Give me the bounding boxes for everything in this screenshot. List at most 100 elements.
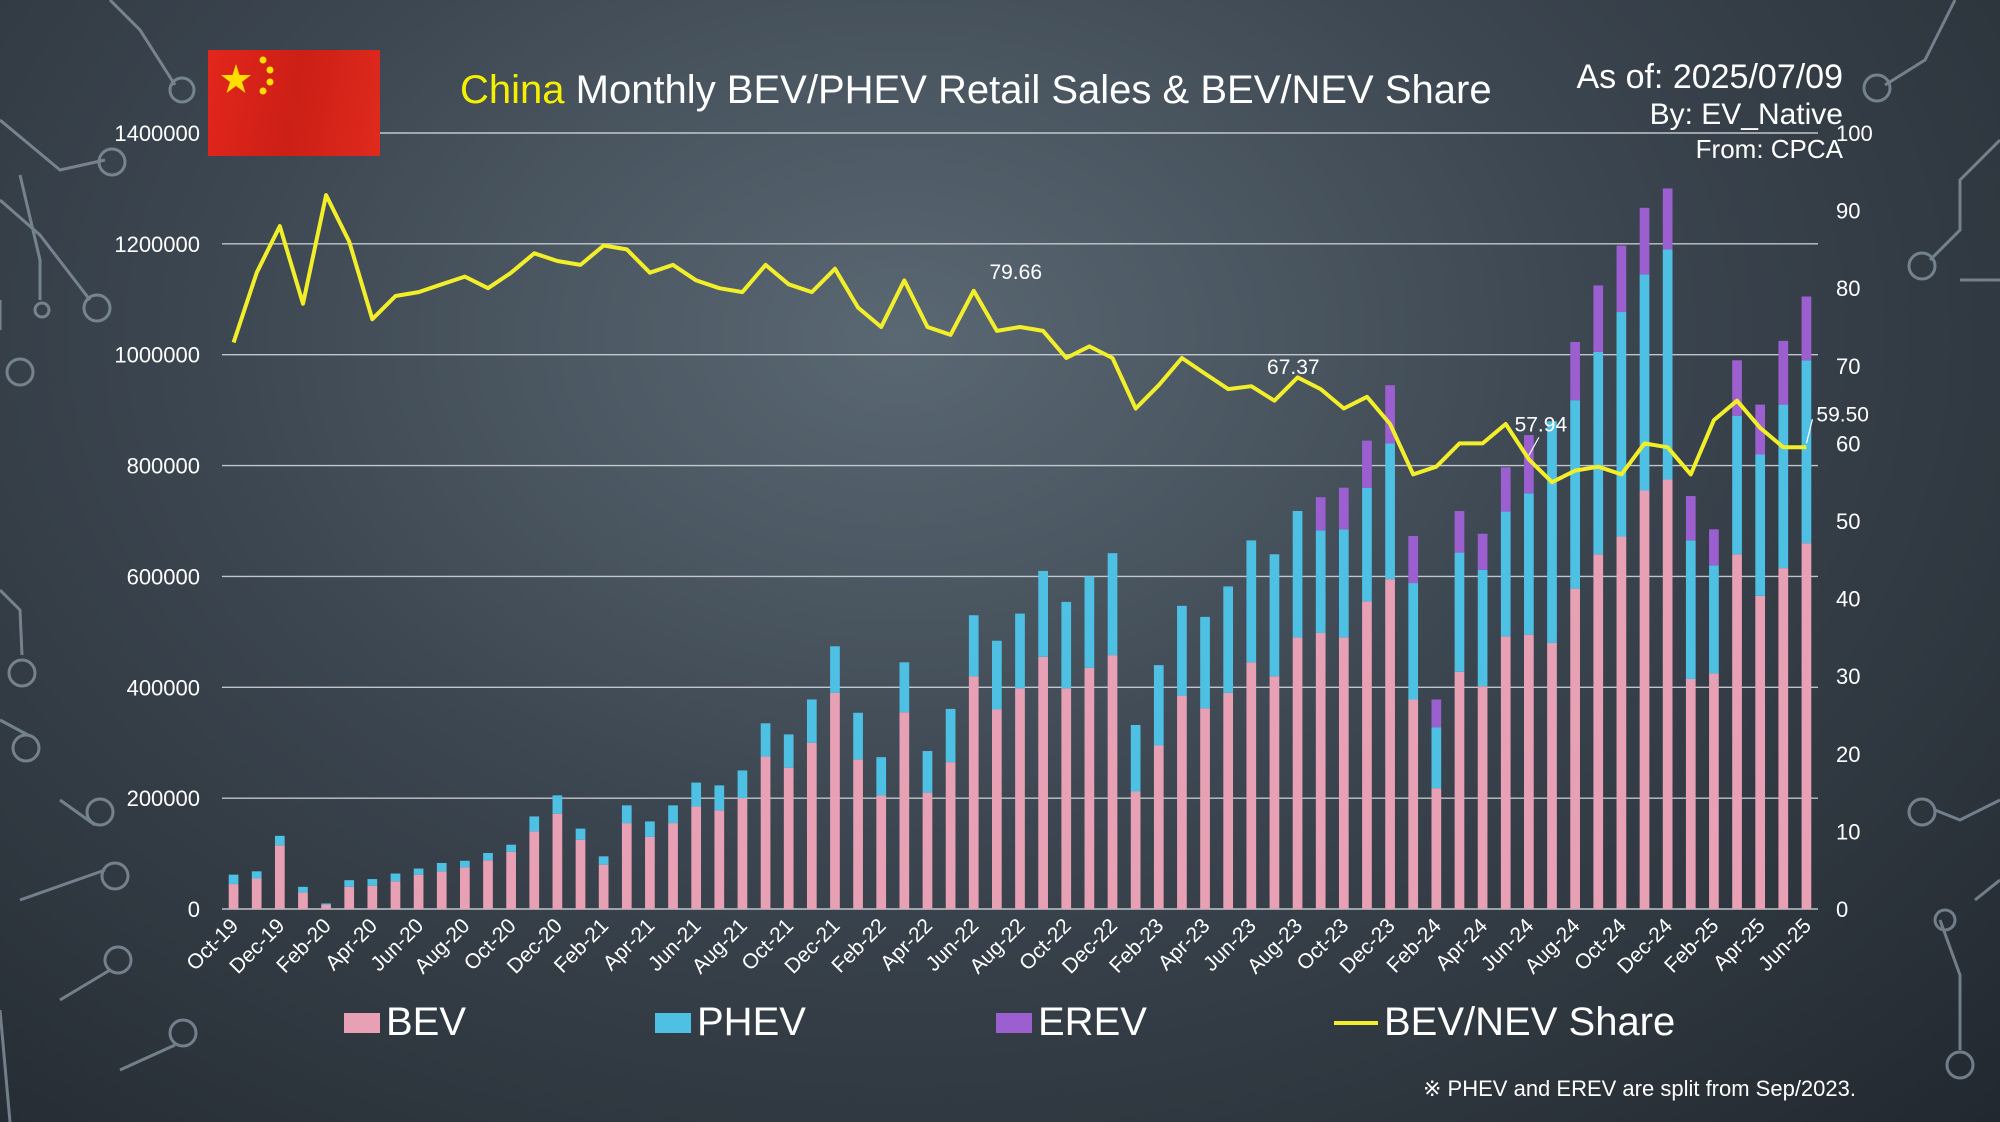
bar-phev-may-23 bbox=[1223, 586, 1234, 693]
bar-phev-nov-19 bbox=[251, 871, 262, 879]
y-tick-label: 600000 bbox=[127, 564, 200, 589]
legend-swatch-bev bbox=[344, 1012, 380, 1033]
bar-phev-aug-21 bbox=[737, 770, 748, 799]
y2-tick-label: 100 bbox=[1836, 121, 1873, 146]
bar-phev-aug-24 bbox=[1570, 400, 1580, 589]
bar-bev-apr-23 bbox=[1200, 708, 1210, 909]
bar-bev-may-23 bbox=[1223, 692, 1234, 909]
bar-phev-aug-20 bbox=[460, 860, 470, 868]
y2-tick-label: 90 bbox=[1836, 199, 1860, 224]
bar-bev-oct-19 bbox=[228, 884, 239, 909]
bar-erev-feb-24 bbox=[1431, 699, 1442, 728]
y2-tick-label: 40 bbox=[1836, 587, 1860, 612]
bar-phev-aug-22 bbox=[1015, 613, 1025, 689]
bar-phev-apr-22 bbox=[922, 751, 933, 793]
bar-bev-apr-20 bbox=[367, 885, 378, 909]
bar-erev-may-25 bbox=[1778, 340, 1789, 405]
share-line-series bbox=[231, 193, 1807, 485]
bar-phev-aug-23 bbox=[1292, 511, 1303, 638]
bar-bev-may-22 bbox=[945, 762, 956, 909]
bar-bev-may-21 bbox=[668, 823, 678, 909]
bar-phev-apr-23 bbox=[1200, 616, 1210, 709]
legend-item-bev: BEV bbox=[344, 1000, 466, 1045]
bar-phev-nov-22 bbox=[1084, 576, 1095, 668]
bar-phev-jan-24 bbox=[1408, 583, 1419, 700]
legend-swatch-phev bbox=[655, 1012, 691, 1033]
bar-phev-jan-25 bbox=[1685, 540, 1696, 679]
bar-phev-jul-21 bbox=[714, 785, 725, 811]
bar-phev-jun-20 bbox=[413, 868, 424, 875]
author-credit: By: EV_Native bbox=[1649, 98, 1843, 131]
y-tick-label: 0 bbox=[188, 897, 200, 922]
y-tick-label: 1000000 bbox=[114, 343, 200, 368]
bar-bev-oct-24 bbox=[1616, 536, 1627, 909]
bar-phev-sep-20 bbox=[483, 853, 493, 861]
bar-bev-may-20 bbox=[390, 881, 401, 909]
bar-bev-jun-25 bbox=[1801, 543, 1812, 909]
bar-bev-nov-22 bbox=[1084, 667, 1095, 909]
bar-phev-feb-22 bbox=[876, 757, 887, 796]
bar-bev-apr-24 bbox=[1477, 686, 1488, 909]
bar-phev-nov-23 bbox=[1362, 487, 1372, 602]
bar-bev-apr-25 bbox=[1755, 595, 1766, 909]
bar-phev-dec-22 bbox=[1107, 553, 1118, 656]
bar-series bbox=[228, 188, 1812, 909]
bar-bev-oct-21 bbox=[783, 767, 794, 909]
bar-bev-oct-20 bbox=[506, 851, 516, 909]
bar-phev-jun-25 bbox=[1801, 360, 1812, 544]
bar-phev-sep-21 bbox=[760, 723, 771, 757]
bar-phev-may-20 bbox=[390, 873, 401, 882]
y-tick-label: 200000 bbox=[127, 786, 200, 811]
bar-phev-jan-21 bbox=[575, 828, 586, 840]
bar-bev-jan-24 bbox=[1408, 699, 1419, 909]
bar-phev-sep-23 bbox=[1315, 530, 1326, 633]
legend-item-share: BEV/NEV Share bbox=[1334, 1000, 1675, 1045]
y-axis-right: 0 10 20 30 40 50 60 70 80 90 100 bbox=[1836, 121, 1873, 922]
bar-bev-sep-23 bbox=[1315, 632, 1326, 909]
y2-tick-label: 70 bbox=[1836, 354, 1860, 379]
annotation-label: 67.37 bbox=[1267, 356, 1320, 379]
bar-bev-jan-22 bbox=[853, 759, 863, 909]
legend-item-phev: PHEV bbox=[655, 1000, 806, 1045]
bar-bev-jan-23 bbox=[1130, 791, 1141, 909]
legend-label-phev: PHEV bbox=[697, 1000, 806, 1044]
bar-phev-apr-20 bbox=[367, 879, 378, 886]
bar-erev-jan-24 bbox=[1408, 535, 1419, 584]
bar-bev-jun-22 bbox=[968, 676, 979, 909]
y2-tick-label: 20 bbox=[1836, 742, 1860, 767]
y2-tick-label: 60 bbox=[1836, 431, 1860, 456]
bar-bev-apr-21 bbox=[645, 836, 655, 909]
bar-phev-may-21 bbox=[668, 805, 678, 824]
bar-phev-jan-23 bbox=[1130, 724, 1141, 792]
bar-phev-oct-20 bbox=[506, 844, 516, 852]
y2-tick-label: 80 bbox=[1836, 276, 1860, 301]
bar-bev-dec-22 bbox=[1107, 655, 1118, 909]
bar-bev-jun-20 bbox=[413, 874, 424, 909]
bar-bev-sep-24 bbox=[1593, 554, 1604, 909]
bar-bev-sep-20 bbox=[483, 860, 493, 909]
bar-phev-may-22 bbox=[945, 708, 956, 763]
bar-bev-sep-22 bbox=[1038, 656, 1048, 909]
bar-bev-jul-22 bbox=[992, 709, 1002, 909]
bar-bev-feb-22 bbox=[876, 795, 887, 909]
bar-erev-jun-24 bbox=[1524, 435, 1534, 494]
bar-phev-feb-20 bbox=[321, 903, 331, 905]
bar-erev-sep-23 bbox=[1315, 497, 1326, 531]
bar-bev-jun-24 bbox=[1524, 634, 1534, 909]
bar-phev-jun-24 bbox=[1524, 493, 1534, 635]
bar-erev-nov-24 bbox=[1639, 207, 1650, 275]
bar-bev-dec-19 bbox=[274, 845, 285, 909]
bar-phev-dec-21 bbox=[830, 646, 840, 693]
bar-bev-oct-23 bbox=[1338, 637, 1349, 909]
bar-phev-sep-24 bbox=[1593, 351, 1604, 555]
bar-phev-jul-20 bbox=[436, 862, 447, 872]
bar-erev-sep-24 bbox=[1593, 285, 1604, 352]
bar-erev-apr-24 bbox=[1477, 533, 1488, 570]
y2-tick-label: 0 bbox=[1836, 897, 1848, 922]
chart-legend: BEV PHEV EREV BEV/NEV Share bbox=[0, 1000, 2000, 1050]
bar-bev-apr-22 bbox=[922, 792, 933, 909]
as-of-date: As of: 2025/07/09 bbox=[1576, 58, 1843, 96]
annotation-label: 57.94 bbox=[1515, 413, 1568, 436]
